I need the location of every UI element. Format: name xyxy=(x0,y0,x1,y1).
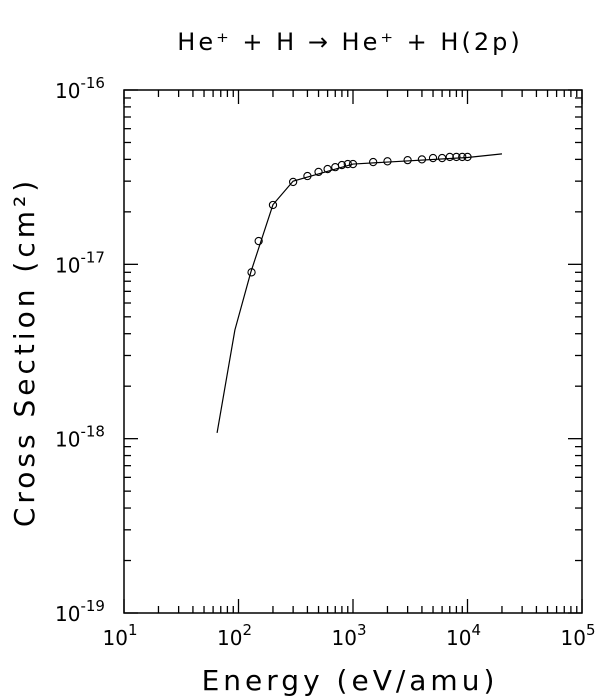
data-point xyxy=(452,152,461,162)
y-tick-power: -18 xyxy=(80,423,105,441)
y-tick-base: 10 xyxy=(55,253,80,277)
data-point xyxy=(463,152,472,162)
y-tick-base: 10 xyxy=(55,79,80,103)
y-tick-power: -17 xyxy=(80,248,105,266)
x-tick-label: 103 xyxy=(332,621,367,650)
y-tick-base: 10 xyxy=(55,428,80,452)
x-tick-base: 10 xyxy=(332,626,357,650)
data-point xyxy=(383,157,392,166)
data-point xyxy=(247,268,256,277)
y-tick-power: -16 xyxy=(80,74,105,92)
y-tick-power: -19 xyxy=(80,597,105,615)
data-point xyxy=(369,157,378,167)
data-point xyxy=(288,177,298,187)
x-tick-power: 3 xyxy=(357,621,367,639)
data-point xyxy=(303,171,312,181)
x-tick-base: 10 xyxy=(103,626,128,650)
x-axis-label: Energy (eV/amu) xyxy=(202,664,499,696)
data-point xyxy=(445,152,454,162)
data-point xyxy=(428,153,438,163)
y-tick-base: 10 xyxy=(55,602,80,626)
data-point xyxy=(323,164,332,174)
y-tick-label: 10-18 xyxy=(55,423,105,452)
data-point xyxy=(254,236,263,246)
y-tick-label: 10-17 xyxy=(55,248,105,277)
data-point xyxy=(314,167,323,177)
y-tick-label: 10-16 xyxy=(55,74,105,103)
x-tick-power: 5 xyxy=(586,621,596,639)
data-point xyxy=(437,153,447,163)
x-tick-base: 10 xyxy=(217,626,242,650)
plot-frame xyxy=(123,89,583,614)
data-point xyxy=(337,160,347,170)
x-tick-label: 101 xyxy=(103,621,138,650)
x-tick-base: 10 xyxy=(561,626,586,650)
chart-title: He⁺ + H → He⁺ + H(2p) xyxy=(177,28,522,56)
x-tick-label: 104 xyxy=(446,621,481,650)
data-point xyxy=(403,155,412,165)
x-tick-label: 105 xyxy=(561,621,596,650)
fit-line xyxy=(216,153,503,433)
data-point xyxy=(268,200,278,210)
x-tick-power: 2 xyxy=(242,621,252,639)
data-point xyxy=(343,159,352,169)
x-tick-power: 4 xyxy=(471,621,481,639)
data-point xyxy=(417,155,427,164)
x-tick-base: 10 xyxy=(446,626,471,650)
x-tick-power: 1 xyxy=(128,621,138,639)
data-point xyxy=(348,159,358,169)
x-tick-label: 102 xyxy=(217,621,252,650)
y-axis-label: Cross Section (cm²) xyxy=(8,177,41,527)
y-tick-label: 10-19 xyxy=(55,597,105,626)
data-point xyxy=(458,152,467,162)
